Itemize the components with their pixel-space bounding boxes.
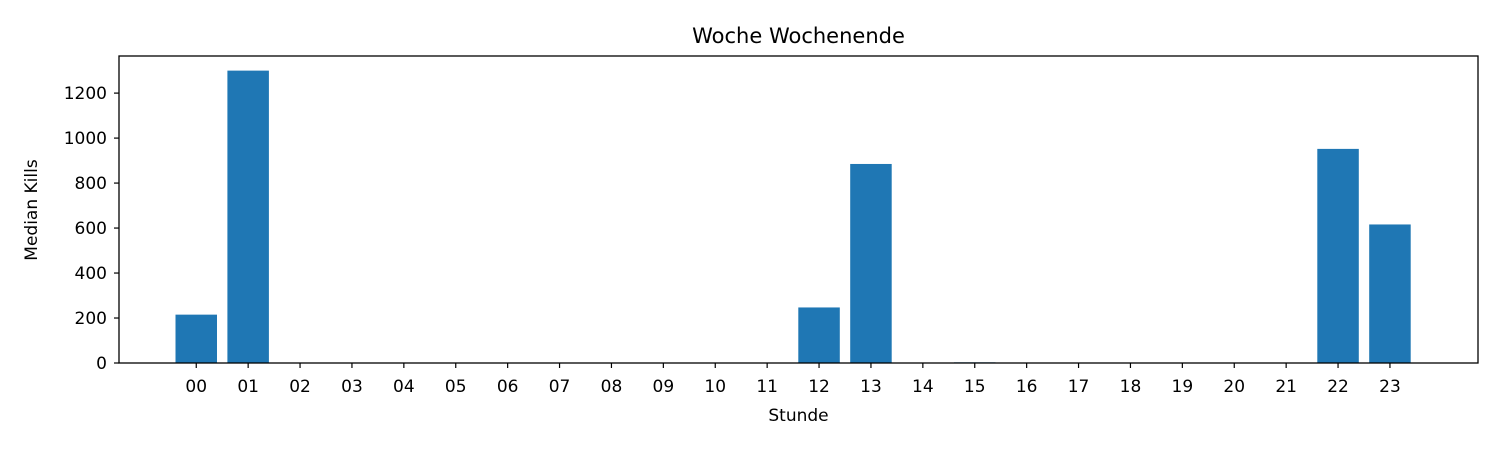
x-tick-label: 16 bbox=[1016, 377, 1038, 397]
x-tick-label: 09 bbox=[653, 377, 675, 397]
x-tick-label: 13 bbox=[860, 377, 882, 397]
x-tick-label: 06 bbox=[497, 377, 519, 397]
bar-01 bbox=[227, 70, 269, 364]
bar-22 bbox=[1317, 148, 1359, 363]
x-tick-label: 15 bbox=[964, 377, 986, 397]
y-tick-label: 200 bbox=[75, 309, 107, 329]
bar-23 bbox=[1369, 224, 1411, 363]
y-tick-label: 0 bbox=[96, 354, 107, 374]
y-tick-label: 800 bbox=[75, 174, 107, 194]
y-tick-label: 1000 bbox=[64, 129, 107, 149]
y-tick-label: 600 bbox=[75, 219, 107, 239]
plot-frame bbox=[118, 55, 1479, 364]
x-tick-label: 14 bbox=[912, 377, 934, 397]
x-tick-label: 20 bbox=[1223, 377, 1245, 397]
x-tick-label: 22 bbox=[1327, 377, 1349, 397]
bar-13 bbox=[850, 163, 892, 363]
x-tick-label: 11 bbox=[756, 377, 778, 397]
x-tick-label: 08 bbox=[601, 377, 623, 397]
y-axis-label: Median Kills bbox=[22, 159, 42, 261]
x-axis-label: Stunde bbox=[768, 406, 828, 426]
x-tick-label: 04 bbox=[393, 377, 415, 397]
y-tick-label: 400 bbox=[75, 264, 107, 284]
x-tick-label: 02 bbox=[289, 377, 311, 397]
x-tick-label: 01 bbox=[237, 377, 259, 397]
y-axis-ticks: 0 200 400 600 800 1000 1200 bbox=[64, 84, 119, 374]
x-tick-label: 17 bbox=[1068, 377, 1090, 397]
x-tick-label: 18 bbox=[1120, 377, 1142, 397]
x-tick-label: 12 bbox=[808, 377, 830, 397]
x-tick-label: 00 bbox=[185, 377, 207, 397]
bars-group bbox=[175, 70, 1411, 364]
x-tick-label: 07 bbox=[549, 377, 571, 397]
x-tick-label: 10 bbox=[704, 377, 726, 397]
x-tick-label: 05 bbox=[445, 377, 467, 397]
chart-title: Woche Wochenende bbox=[692, 24, 905, 48]
x-tick-label: 19 bbox=[1172, 377, 1194, 397]
x-tick-label: 23 bbox=[1379, 377, 1401, 397]
bar-12 bbox=[798, 307, 840, 363]
bar-00 bbox=[175, 314, 217, 363]
x-tick-label: 03 bbox=[341, 377, 363, 397]
y-tick-label: 1200 bbox=[64, 84, 107, 104]
x-tick-label: 21 bbox=[1275, 377, 1297, 397]
x-axis-ticks: 00 01 02 03 04 05 06 07 08 09 10 11 12 13 14 15 16 17 18 19… bbox=[185, 363, 1401, 397]
